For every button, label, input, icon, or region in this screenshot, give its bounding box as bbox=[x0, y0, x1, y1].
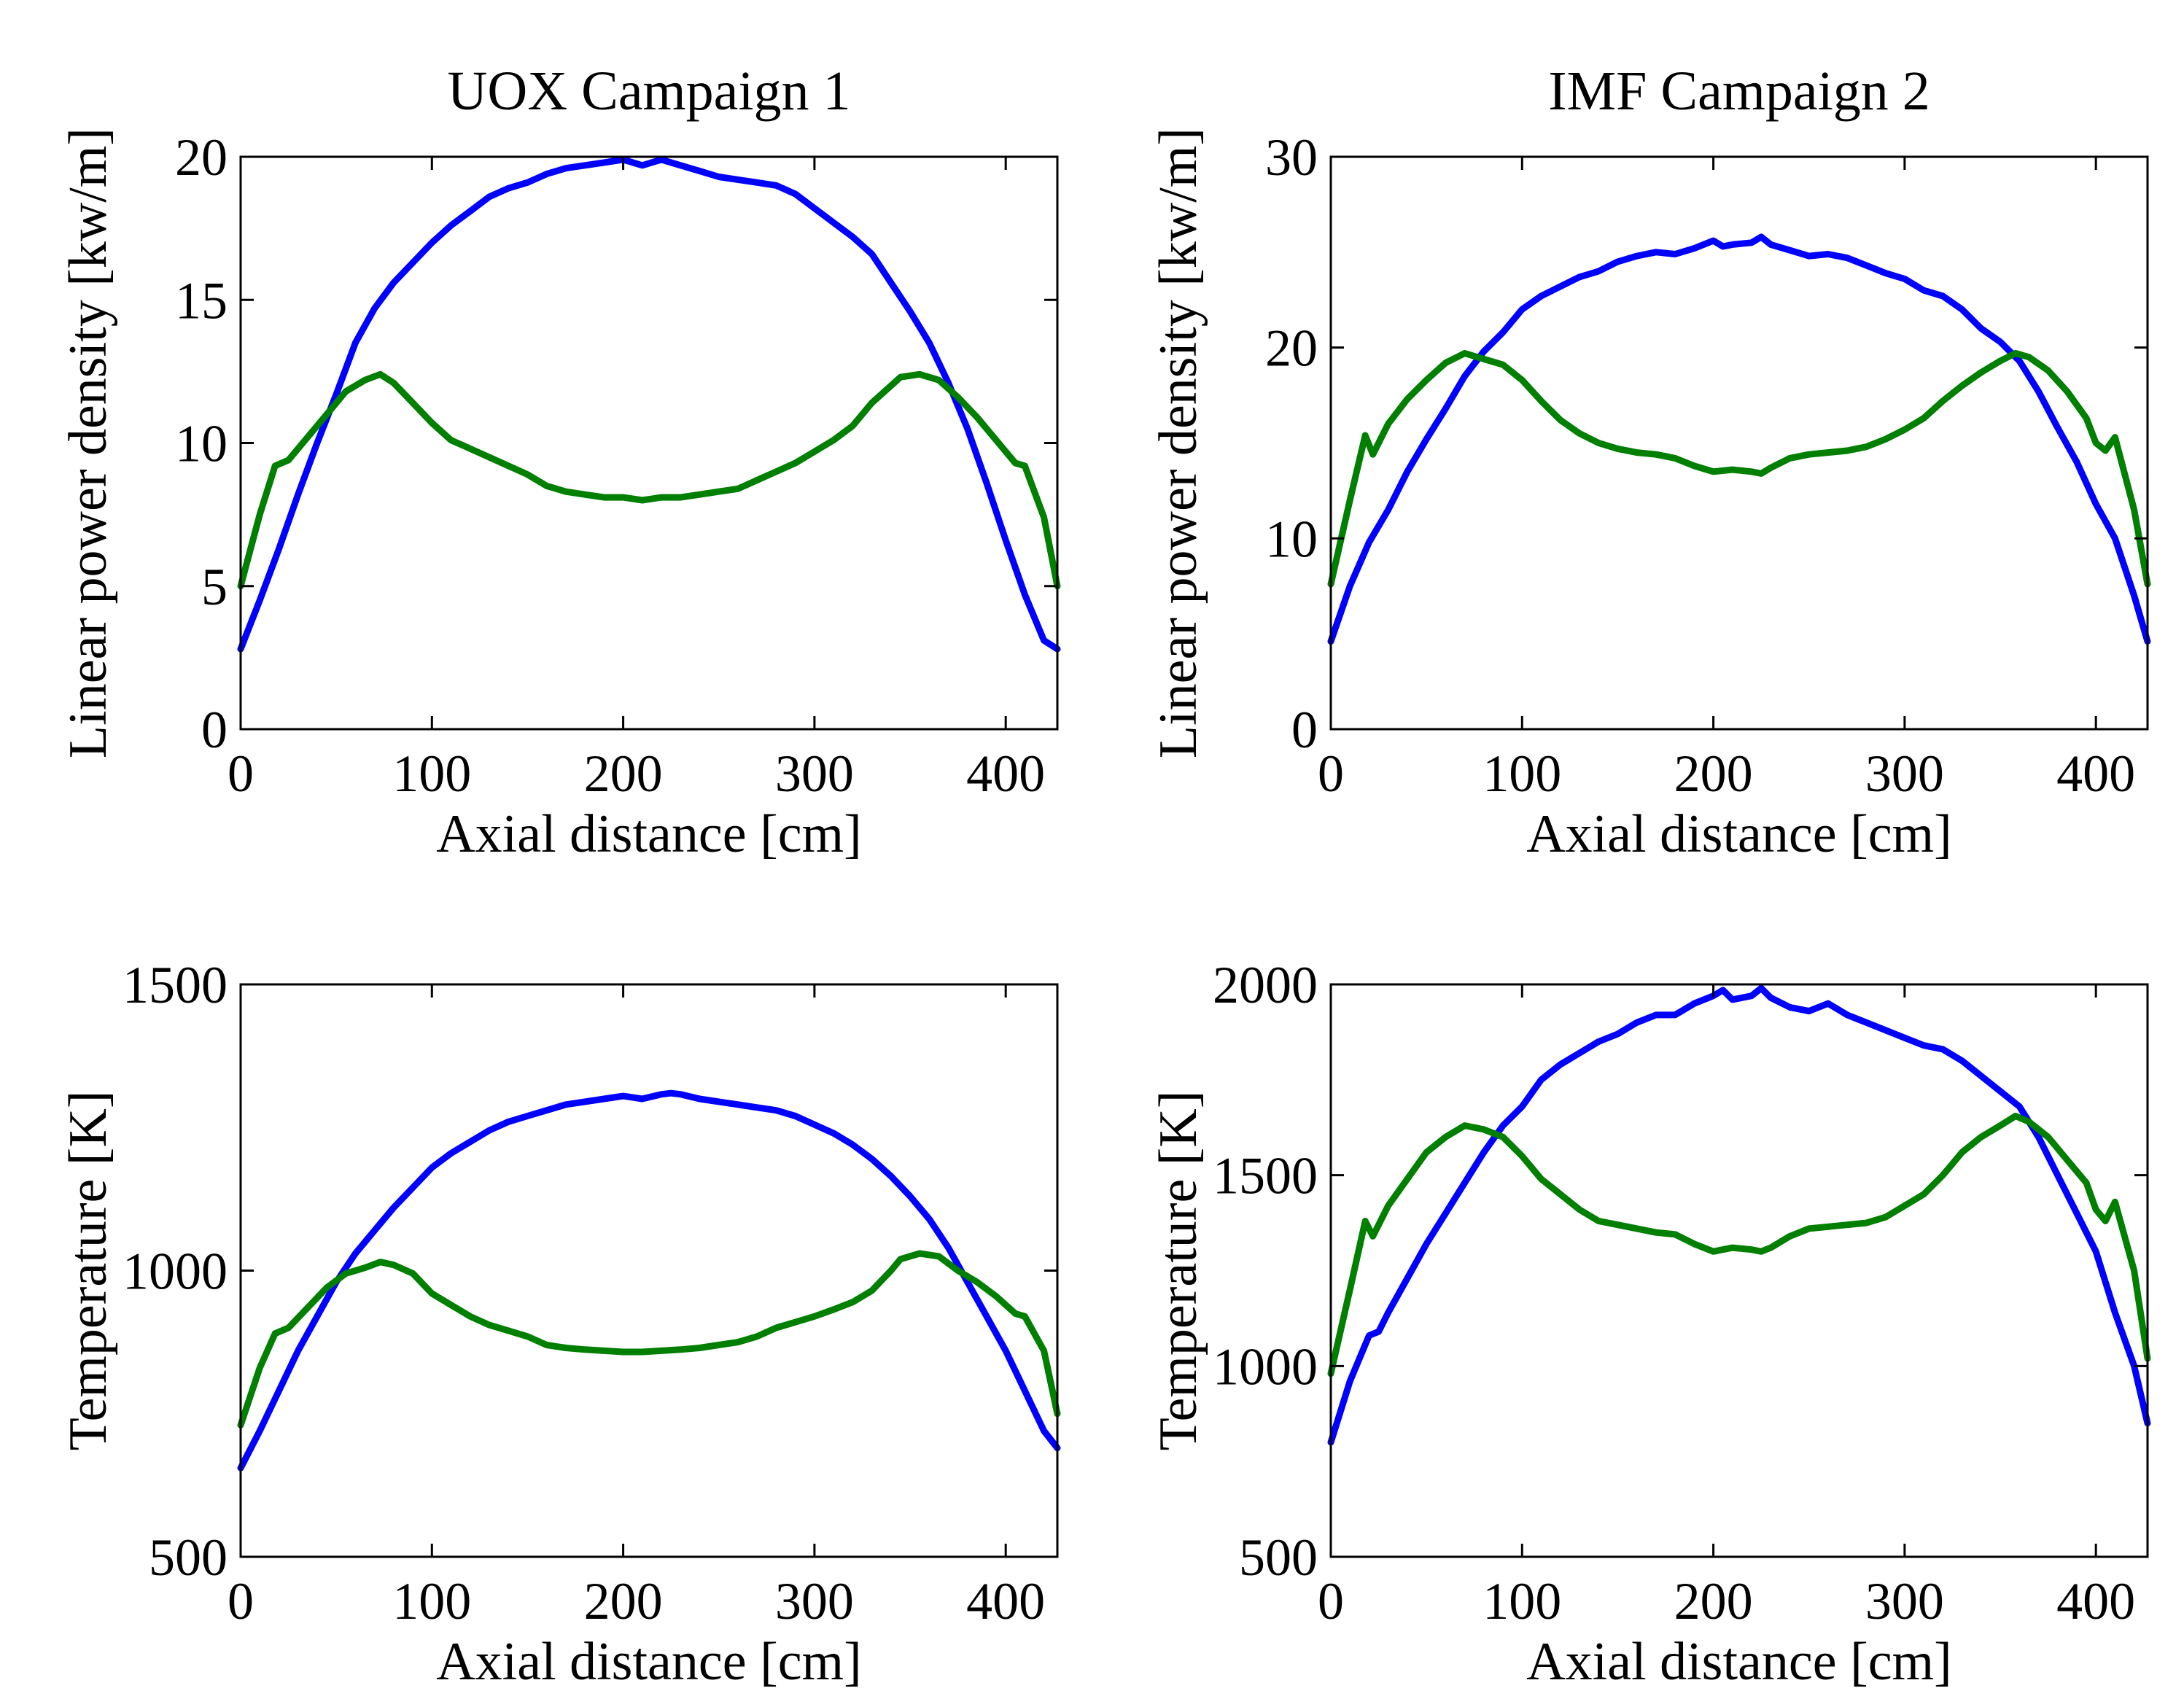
x-tick-label: 300 bbox=[1865, 1572, 1944, 1630]
y-tick-label: 30 bbox=[1265, 128, 1318, 187]
x-tick-label: 0 bbox=[1318, 1572, 1344, 1630]
series-line-blue bbox=[1327, 233, 2151, 645]
series-line-blue bbox=[237, 1089, 1061, 1471]
y-tick-label: 1000 bbox=[1213, 1337, 1318, 1396]
y-tick-label: 500 bbox=[1239, 1528, 1318, 1587]
y-tick-label: 0 bbox=[201, 701, 228, 759]
y-tick-label: 20 bbox=[1265, 319, 1318, 378]
subplot-3: 0 100 200 300 400 500 1000 1500 Axial distance [… bbox=[58, 956, 1061, 1692]
y-axis-label: Linear power density [kw/m] bbox=[1149, 128, 1208, 758]
y-tick-label: 5 bbox=[201, 558, 228, 616]
x-tick-label: 100 bbox=[392, 744, 471, 803]
y-tick-label: 2000 bbox=[1213, 956, 1318, 1014]
y-tick-label: 10 bbox=[175, 415, 228, 473]
series-line-blue bbox=[1327, 984, 2151, 1446]
y-tick-label: 15 bbox=[175, 271, 228, 330]
x-tick-label: 0 bbox=[228, 744, 254, 803]
x-tick-label: 200 bbox=[1674, 1572, 1753, 1630]
x-tick-label: 300 bbox=[1865, 744, 1944, 803]
x-tick-label: 0 bbox=[228, 1572, 254, 1630]
subplot-4: 0 100 200 300 400 500 1000 1500 2000 Axial distan… bbox=[1149, 956, 2151, 1692]
chart-title: IMF Campaign 2 bbox=[1548, 61, 1930, 122]
x-tick-label: 100 bbox=[392, 1572, 471, 1630]
y-tick-label: 1000 bbox=[123, 1243, 228, 1301]
x-axis-label: Axial distance [cm] bbox=[1526, 804, 1952, 864]
y-tick-label: 10 bbox=[1265, 510, 1318, 568]
x-tick-label: 200 bbox=[584, 1572, 663, 1630]
x-axis-label: Axial distance [cm] bbox=[436, 1632, 862, 1692]
x-tick-label: 400 bbox=[2056, 1572, 2135, 1630]
y-tick-label: 500 bbox=[149, 1528, 228, 1587]
x-tick-label: 100 bbox=[1482, 744, 1561, 803]
x-tick-label: 400 bbox=[2056, 744, 2135, 803]
y-axis-label: Temperature [K] bbox=[1149, 1090, 1208, 1450]
y-tick-label: 1500 bbox=[123, 956, 228, 1014]
axes-frame bbox=[1329, 155, 2149, 731]
series-line-green bbox=[1327, 350, 2151, 588]
x-tick-label: 200 bbox=[584, 744, 663, 803]
x-tick-label: 100 bbox=[1482, 1572, 1561, 1630]
series-line-green bbox=[237, 1250, 1061, 1428]
chart-title: UOX Campaign 1 bbox=[447, 61, 850, 122]
y-tick-label: 1500 bbox=[1213, 1147, 1318, 1205]
x-tick-label: 400 bbox=[966, 744, 1045, 803]
x-tick-label: 300 bbox=[775, 744, 854, 803]
y-axis-label: Temperature [K] bbox=[58, 1090, 118, 1450]
x-axis-label: Axial distance [cm] bbox=[436, 804, 862, 864]
x-axis-label: Axial distance [cm] bbox=[1526, 1632, 1952, 1692]
series-line-green bbox=[1327, 1113, 2151, 1377]
x-tick-label: 0 bbox=[1318, 744, 1344, 803]
series-line-green bbox=[237, 370, 1061, 590]
axes-frame bbox=[239, 155, 1059, 731]
series-line-blue bbox=[237, 156, 1061, 653]
y-tick-label: 0 bbox=[1291, 701, 1318, 759]
x-tick-label: 400 bbox=[966, 1572, 1045, 1630]
subplot-2: 0 100 200 300 400 0 10 20 30 Axial distance [cm] L… bbox=[1149, 61, 2151, 864]
axes-frame bbox=[1329, 983, 2149, 1558]
subplot-1: 0 100 200 300 400 0 5 10 15 20 Axial distance [cm]… bbox=[58, 61, 1061, 864]
x-tick-label: 200 bbox=[1674, 744, 1753, 803]
y-axis-label: Linear power density [kw/m] bbox=[58, 128, 118, 758]
x-tick-label: 300 bbox=[775, 1572, 854, 1630]
y-tick-label: 20 bbox=[175, 128, 228, 187]
